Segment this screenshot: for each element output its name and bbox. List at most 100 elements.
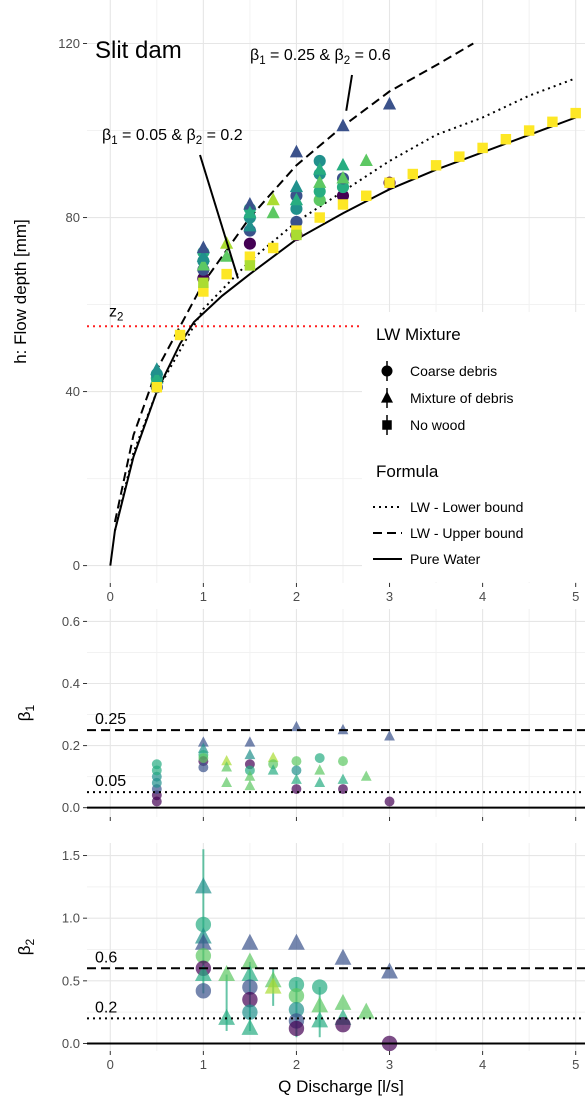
data-point-triangle	[266, 205, 280, 219]
data-point-triangle	[311, 1011, 329, 1028]
data-point-square	[151, 381, 163, 393]
data-point-circle	[195, 948, 212, 964]
x-tick-label: 1	[200, 1057, 207, 1072]
legend-key-square	[382, 420, 392, 430]
data-point-triangle	[289, 192, 304, 206]
data-point-square	[384, 177, 395, 188]
legend-title-formula: Formula	[376, 462, 439, 481]
y-axis-title: β2	[15, 938, 37, 955]
curve-lw-upper-bound	[113, 42, 474, 523]
y-tick-label: 0.0	[62, 800, 80, 815]
y-tick-label: 80	[66, 210, 80, 225]
data-point-triangle	[221, 754, 233, 766]
data-point-triangle	[243, 205, 257, 219]
x-tick-label: 0	[107, 1057, 114, 1072]
data-point-square	[198, 286, 209, 297]
data-point-triangle	[220, 249, 234, 262]
data-point-triangle	[218, 1008, 236, 1025]
x-axis-title: Q Discharge [l/s]	[278, 1077, 404, 1096]
reference-line-label: 0.05	[95, 773, 126, 790]
y-tick-label: 0.6	[62, 614, 80, 629]
data-point-square	[291, 229, 302, 241]
data-point-triangle	[241, 1018, 259, 1035]
data-point-triangle	[313, 175, 327, 188]
data-point-triangle	[244, 770, 256, 781]
y-tick-label: 0.0	[62, 1036, 80, 1051]
data-point-square	[174, 329, 186, 341]
reference-line-label: 0.6	[95, 949, 117, 966]
legend-label: No wood	[410, 417, 465, 433]
annotation-lower-part: = 0.05 & β	[118, 127, 196, 144]
data-point-triangle	[241, 933, 259, 950]
data-point-circle	[195, 916, 212, 933]
data-point-circle	[290, 215, 303, 228]
annotation-upper-part: 2	[344, 55, 350, 67]
chart-title: Slit dam	[95, 37, 182, 64]
data-point-square	[221, 268, 232, 280]
legend-label: LW - Upper bound	[410, 525, 523, 541]
data-point-triangle	[359, 153, 373, 167]
data-point-triangle	[313, 162, 327, 175]
legend-key-triangle	[381, 391, 393, 403]
data-point-triangle	[241, 965, 259, 982]
data-point-triangle	[266, 192, 280, 206]
x-tick-label: 0	[107, 589, 114, 604]
data-point-circle	[243, 237, 256, 250]
data-point-circle	[338, 756, 348, 767]
data-point-triangle	[357, 1002, 375, 1019]
data-point-triangle	[289, 144, 304, 158]
data-point-triangle	[197, 742, 209, 753]
data-point-square	[198, 277, 209, 289]
data-point-triangle	[150, 362, 164, 375]
annotation-upper-part: = 0.6	[350, 47, 391, 64]
data-point-square	[337, 199, 349, 210]
data-point-triangle	[196, 240, 210, 254]
y-axis-title-main: β	[15, 945, 34, 955]
data-point-triangle	[243, 218, 257, 232]
y-axis-title-sub: 2	[23, 938, 37, 945]
x-tick-label: 2	[293, 589, 300, 604]
annotation-lower-part: 1	[111, 135, 117, 147]
data-point-square	[407, 168, 419, 180]
y-tick-label: 1.0	[62, 911, 80, 926]
data-point-circle	[195, 983, 212, 999]
y-tick-label: 0	[73, 558, 80, 573]
data-point-triangle	[382, 96, 397, 110]
data-point-triangle	[264, 977, 282, 994]
data-point-circle	[198, 762, 209, 773]
x-tick-label: 2	[293, 1057, 300, 1072]
reference-line-label: 0.25	[95, 711, 126, 728]
data-point-square	[244, 251, 256, 262]
data-point-triangle	[336, 118, 350, 132]
data-point-circle	[151, 759, 162, 770]
data-point-circle	[313, 185, 326, 198]
reference-line-label: 0.2	[95, 999, 117, 1016]
data-point-triangle	[241, 952, 259, 969]
data-point-triangle	[336, 157, 350, 171]
data-point-triangle	[334, 948, 352, 965]
x-tick-label: 5	[572, 589, 579, 604]
data-point-square	[244, 260, 256, 271]
y-tick-label: 120	[58, 36, 80, 51]
plot-background	[87, 843, 585, 1051]
data-point-circle	[288, 988, 305, 1004]
data-point-triangle	[334, 993, 352, 1010]
data-point-triangle	[196, 257, 210, 271]
data-point-circle	[244, 765, 255, 776]
data-point-triangle	[314, 764, 326, 775]
data-point-circle	[290, 202, 303, 215]
x-tick-label: 4	[479, 589, 486, 604]
data-point-triangle	[194, 933, 212, 950]
data-point-triangle	[289, 179, 304, 193]
y-tick-label: 0.4	[62, 676, 80, 691]
data-point-triangle	[243, 196, 257, 210]
data-point-triangle	[196, 249, 210, 262]
annotation-upper-part: 1	[259, 55, 265, 67]
x-tick-label: 5	[572, 1057, 579, 1072]
data-point-triangle	[336, 170, 350, 184]
data-point-triangle	[288, 933, 305, 950]
curve-pure-water	[109, 116, 577, 566]
annotation-lower-part: β	[102, 127, 111, 144]
data-point-circle	[288, 1020, 305, 1037]
